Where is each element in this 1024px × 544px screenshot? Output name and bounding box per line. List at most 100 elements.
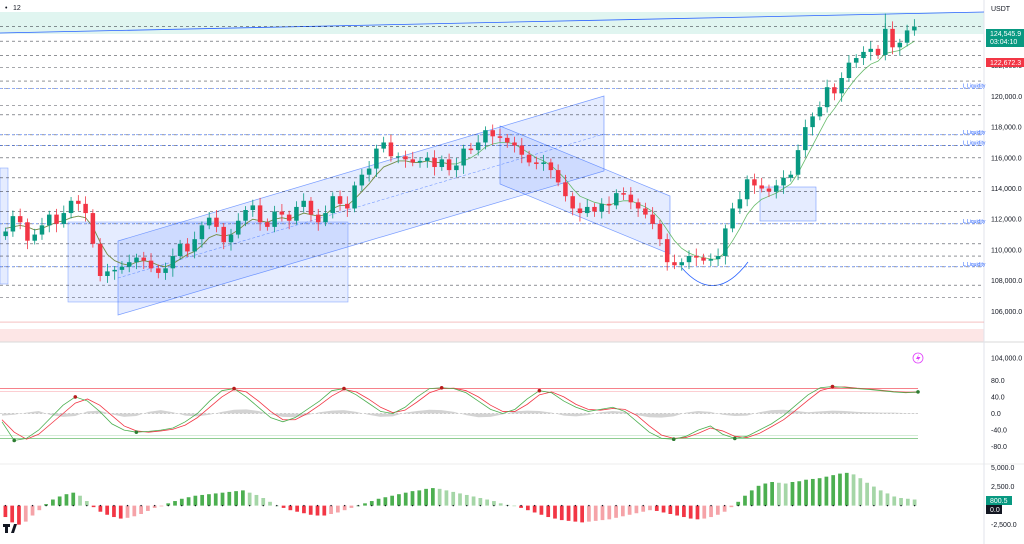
cross-dot (537, 388, 542, 393)
price-tick-7: 108,000.0 (991, 278, 1022, 285)
histogram-bar (831, 475, 836, 506)
histogram-zero-dot (669, 504, 672, 507)
candle-body (323, 213, 328, 223)
candle (294, 201, 299, 225)
histogram-zero-dot (425, 504, 427, 507)
candle-body (10, 216, 16, 232)
histogram-bar (464, 494, 469, 506)
histogram-bar (146, 505, 150, 511)
candle (759, 177, 764, 193)
cross-dot (671, 437, 676, 442)
candle (584, 199, 590, 217)
candle-body (853, 58, 859, 63)
histogram-zero-dot (303, 504, 305, 507)
histogram-zero-dot (343, 504, 346, 507)
candle-body (832, 87, 837, 94)
histogram-bar (139, 505, 143, 514)
interval-label[interactable]: • 12 (5, 5, 21, 12)
candle (643, 202, 648, 219)
histogram-zero-dot (873, 504, 875, 507)
candle (286, 210, 292, 230)
histogram-zero-dot (411, 504, 414, 507)
histogram-bar (57, 496, 62, 506)
histogram-bar (688, 505, 693, 519)
candle-body (766, 188, 772, 192)
histogram-bar (308, 505, 313, 515)
candle-body (330, 196, 336, 214)
candle (563, 174, 568, 202)
histogram-bar (268, 501, 272, 506)
candle-body (134, 257, 139, 263)
histogram-bar (179, 498, 184, 506)
histogram-bar (580, 505, 584, 523)
histogram-bar (30, 505, 35, 516)
candle (577, 202, 583, 222)
histogram-axis[interactable]: 5,000.0 2,500.0 -2,500.0 (991, 465, 1017, 529)
histogram-zero-dot (900, 504, 902, 507)
drawing-tools[interactable] (0, 11, 985, 316)
candle-body (846, 62, 852, 78)
histogram-bar (51, 499, 55, 506)
candle-body (890, 28, 895, 48)
histogram-zero-dot (398, 504, 400, 507)
cross-dot (733, 436, 737, 441)
candle (17, 208, 23, 230)
histogram-bar (105, 505, 110, 515)
histogram-zero-dot (737, 504, 739, 507)
histogram-zero-dot (113, 504, 115, 507)
candle-body (577, 208, 583, 214)
histogram-bar (383, 497, 388, 506)
candle (83, 196, 88, 222)
histogram-zero-dot (384, 504, 387, 507)
histogram-zero-dot (31, 504, 34, 507)
candle-body (17, 216, 23, 223)
candle-body (795, 150, 801, 175)
liquidity-label-2: L Liquidity (963, 141, 986, 147)
candle-body (657, 223, 663, 240)
candle (839, 72, 844, 102)
candle (897, 38, 903, 56)
oscillator-tick-3: -40.0 (991, 428, 1007, 435)
candle-body (97, 243, 103, 276)
candle (679, 258, 684, 271)
cross-dot (73, 395, 78, 399)
histogram-zero-dot (72, 504, 74, 507)
candle-body (417, 160, 423, 163)
candle (715, 248, 721, 267)
histogram-bar (91, 505, 96, 508)
candle-body (752, 179, 757, 186)
candle (206, 211, 212, 230)
candle (323, 205, 328, 227)
histogram-zero-dot (221, 504, 224, 507)
candle (214, 210, 219, 233)
price-tick-1: 120,000.0 (991, 94, 1022, 101)
histogram-zero-dot (493, 504, 495, 507)
histogram-bar (3, 505, 8, 518)
candle-body (39, 225, 45, 235)
candle-body (345, 203, 350, 209)
histogram-bar (227, 491, 232, 506)
histogram-bar (281, 505, 286, 508)
candle (592, 203, 597, 217)
candle (912, 19, 917, 36)
left-edge-box (0, 167, 9, 285)
histogram-zero-dot (18, 504, 20, 507)
price-tick-9: 104,000.0 (991, 356, 1022, 363)
candle-body (759, 185, 764, 189)
lightning-icon[interactable] (912, 352, 924, 364)
candle (345, 196, 350, 217)
candle (606, 196, 612, 214)
oscillator-axis[interactable]: 80.0 40.0 0.0 -40.0 -80.0 (991, 378, 1007, 451)
candle-body (236, 220, 241, 235)
candle-body (250, 205, 256, 210)
candle (199, 221, 205, 248)
histogram-zero-dot (479, 504, 482, 507)
candle-body (257, 205, 263, 223)
histogram-value-badge: 800.5 (986, 496, 1012, 505)
candle (250, 199, 256, 217)
price-axis[interactable]: 122,000.0120,000.0118,000.0116,000.0114,… (991, 63, 1022, 362)
histogram-bar (37, 505, 42, 511)
candle-body (839, 78, 844, 94)
candle-body (715, 256, 721, 260)
